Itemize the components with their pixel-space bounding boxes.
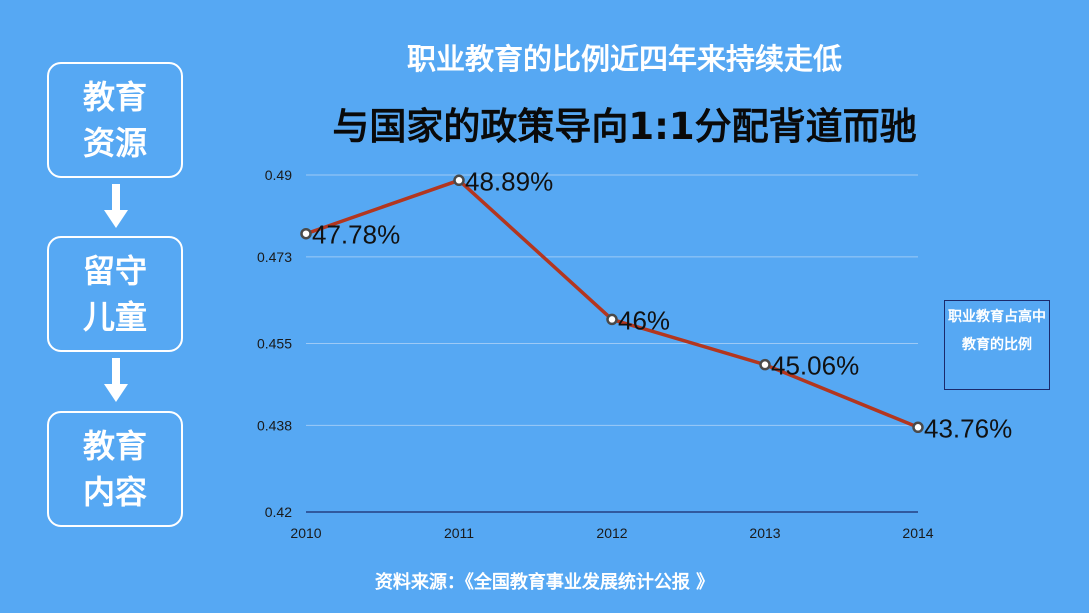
y-tick-label: 0.438 (257, 417, 292, 433)
data-label: 46% (618, 305, 670, 335)
x-tick-label: 2010 (290, 525, 321, 541)
y-tick-label: 0.455 (257, 336, 292, 352)
source-note: 资料来源：《全国教育事业发展统计公报 》 (374, 572, 715, 593)
data-label: 47.78% (312, 220, 400, 250)
x-tick-label: 2013 (749, 525, 780, 541)
x-tick-label: 2014 (902, 525, 933, 541)
flow-box-education-resources: 教育资源 (47, 62, 183, 178)
data-point (759, 358, 771, 371)
series-line (305, 178, 919, 429)
data-label: 45.06% (771, 351, 859, 381)
x-tick-label: 2011 (444, 525, 474, 541)
legend-label: 职业教育占高中教育的比例 (948, 309, 1046, 353)
flow-box-label: 教育资源 (82, 78, 147, 162)
data-point (300, 227, 312, 240)
data-point (453, 174, 465, 187)
chart-legend: 职业教育占高中教育的比例 (944, 300, 1050, 390)
chart-title: 职业教育的比例近四年来持续走低 (406, 42, 842, 76)
arrow-down-icon (104, 184, 128, 228)
x-tick-label: 2012 (596, 525, 627, 541)
data-point (606, 313, 618, 326)
chart-subtitle: 与国家的政策导向1:1分配背道而驰 (332, 105, 917, 148)
arrow-down-icon (104, 358, 128, 402)
flow-box-education-content: 教育内容 (47, 411, 183, 527)
data-point (912, 421, 924, 434)
flow-box-label: 教育内容 (82, 427, 147, 511)
y-tick-label: 0.49 (265, 167, 292, 183)
y-tick-label: 0.42 (265, 504, 292, 520)
data-label: 48.89% (465, 166, 553, 196)
y-tick-label: 0.473 (257, 249, 292, 265)
flow-box-label: 留守儿童 (82, 252, 147, 336)
flow-box-left-behind-children: 留守儿童 (47, 236, 183, 352)
data-label: 43.76% (924, 413, 1012, 443)
